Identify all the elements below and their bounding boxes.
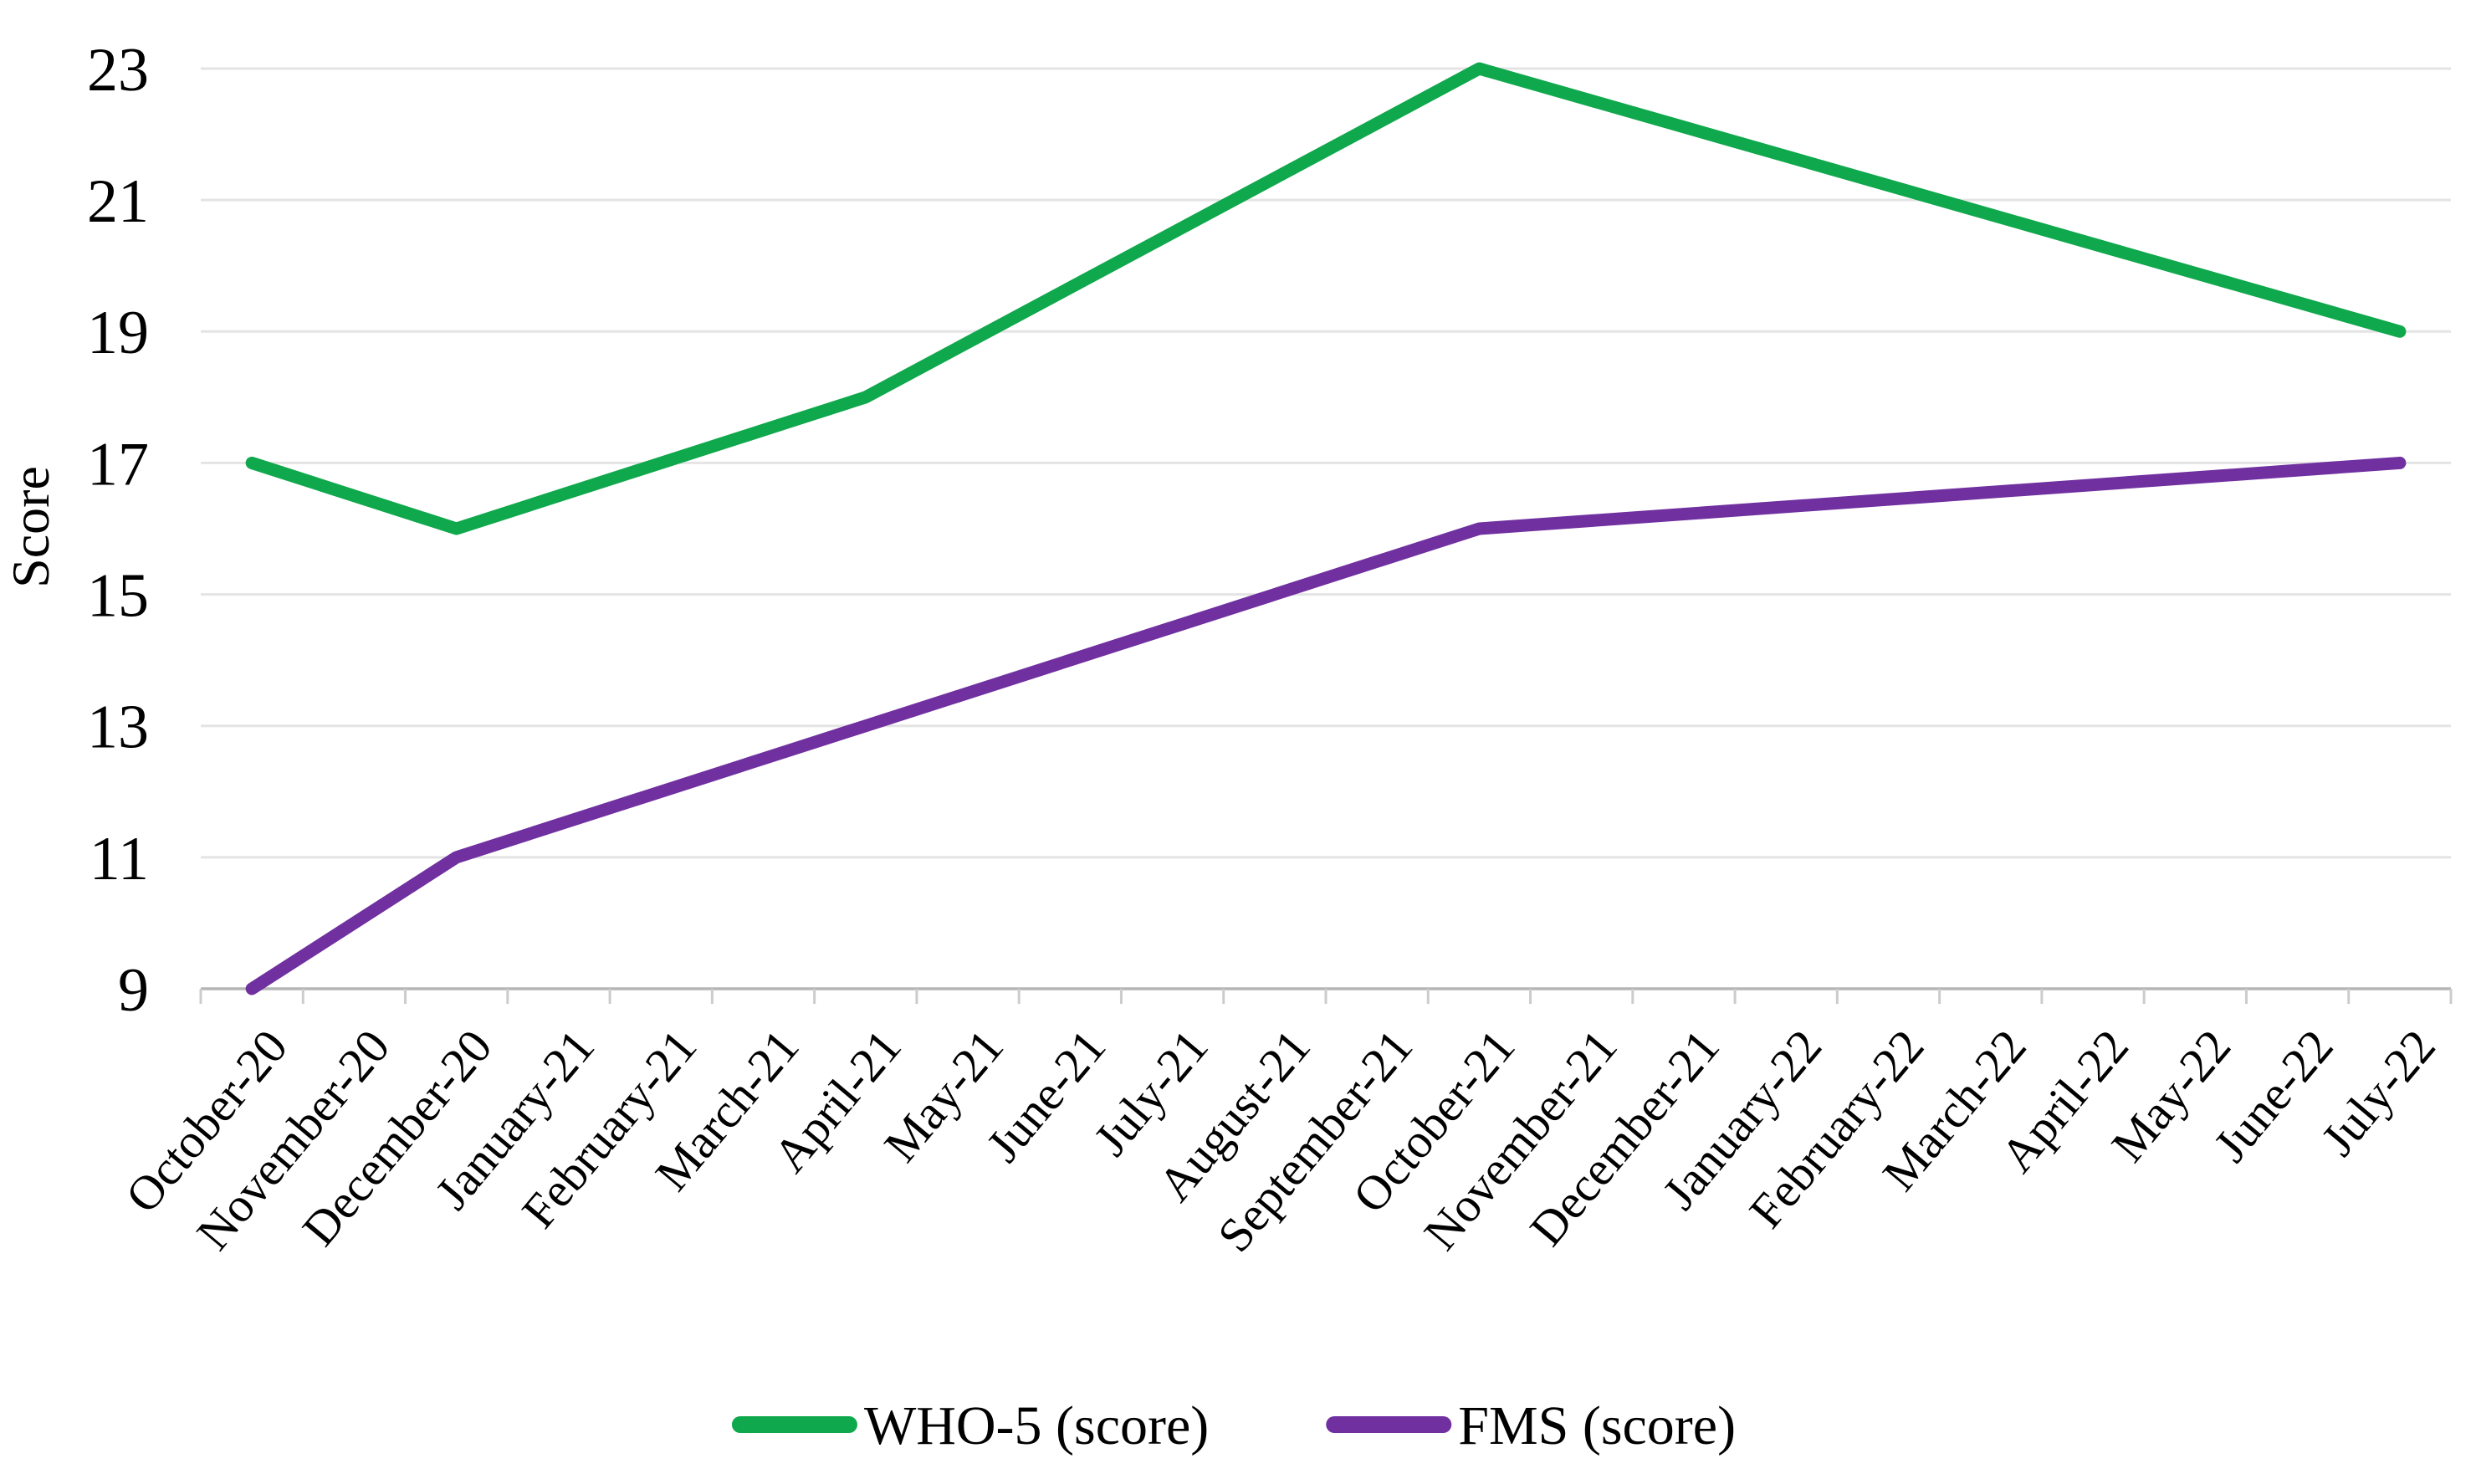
y-tick-label-15: 15 <box>87 561 149 630</box>
axis-layer <box>199 987 2453 1004</box>
legend: WHO-5 (score) FMS (score) <box>731 1395 1736 1456</box>
y-axis-title: Score <box>1 466 60 588</box>
legend-label-fms-score: FMS (score) <box>1458 1395 1736 1456</box>
x-axis-label-july-22: July-22 <box>2310 1020 2446 1166</box>
y-tick-label-11: 11 <box>90 825 149 893</box>
y-tick-label-13: 13 <box>87 693 149 762</box>
y-tick-label-21: 21 <box>87 167 149 236</box>
series-line-who-5-score <box>245 62 2407 535</box>
axis-label-layer: 911131517192123October-20November-20Dece… <box>87 36 2446 1262</box>
series-line-fms-score <box>245 456 2407 995</box>
y-tick-label-9: 9 <box>118 956 149 1025</box>
gridline-layer <box>201 67 2451 859</box>
y-tick-label-17: 17 <box>87 430 149 499</box>
y-tick-label-19: 19 <box>87 299 149 367</box>
legend-item-fms-score: FMS (score) <box>1326 1395 1736 1456</box>
series-layer <box>245 62 2407 995</box>
legend-label-who-5-score: WHO-5 (score) <box>864 1395 1209 1456</box>
legend-item-who-5-score: WHO-5 (score) <box>731 1395 1209 1456</box>
y-tick-label-23: 23 <box>87 36 149 105</box>
